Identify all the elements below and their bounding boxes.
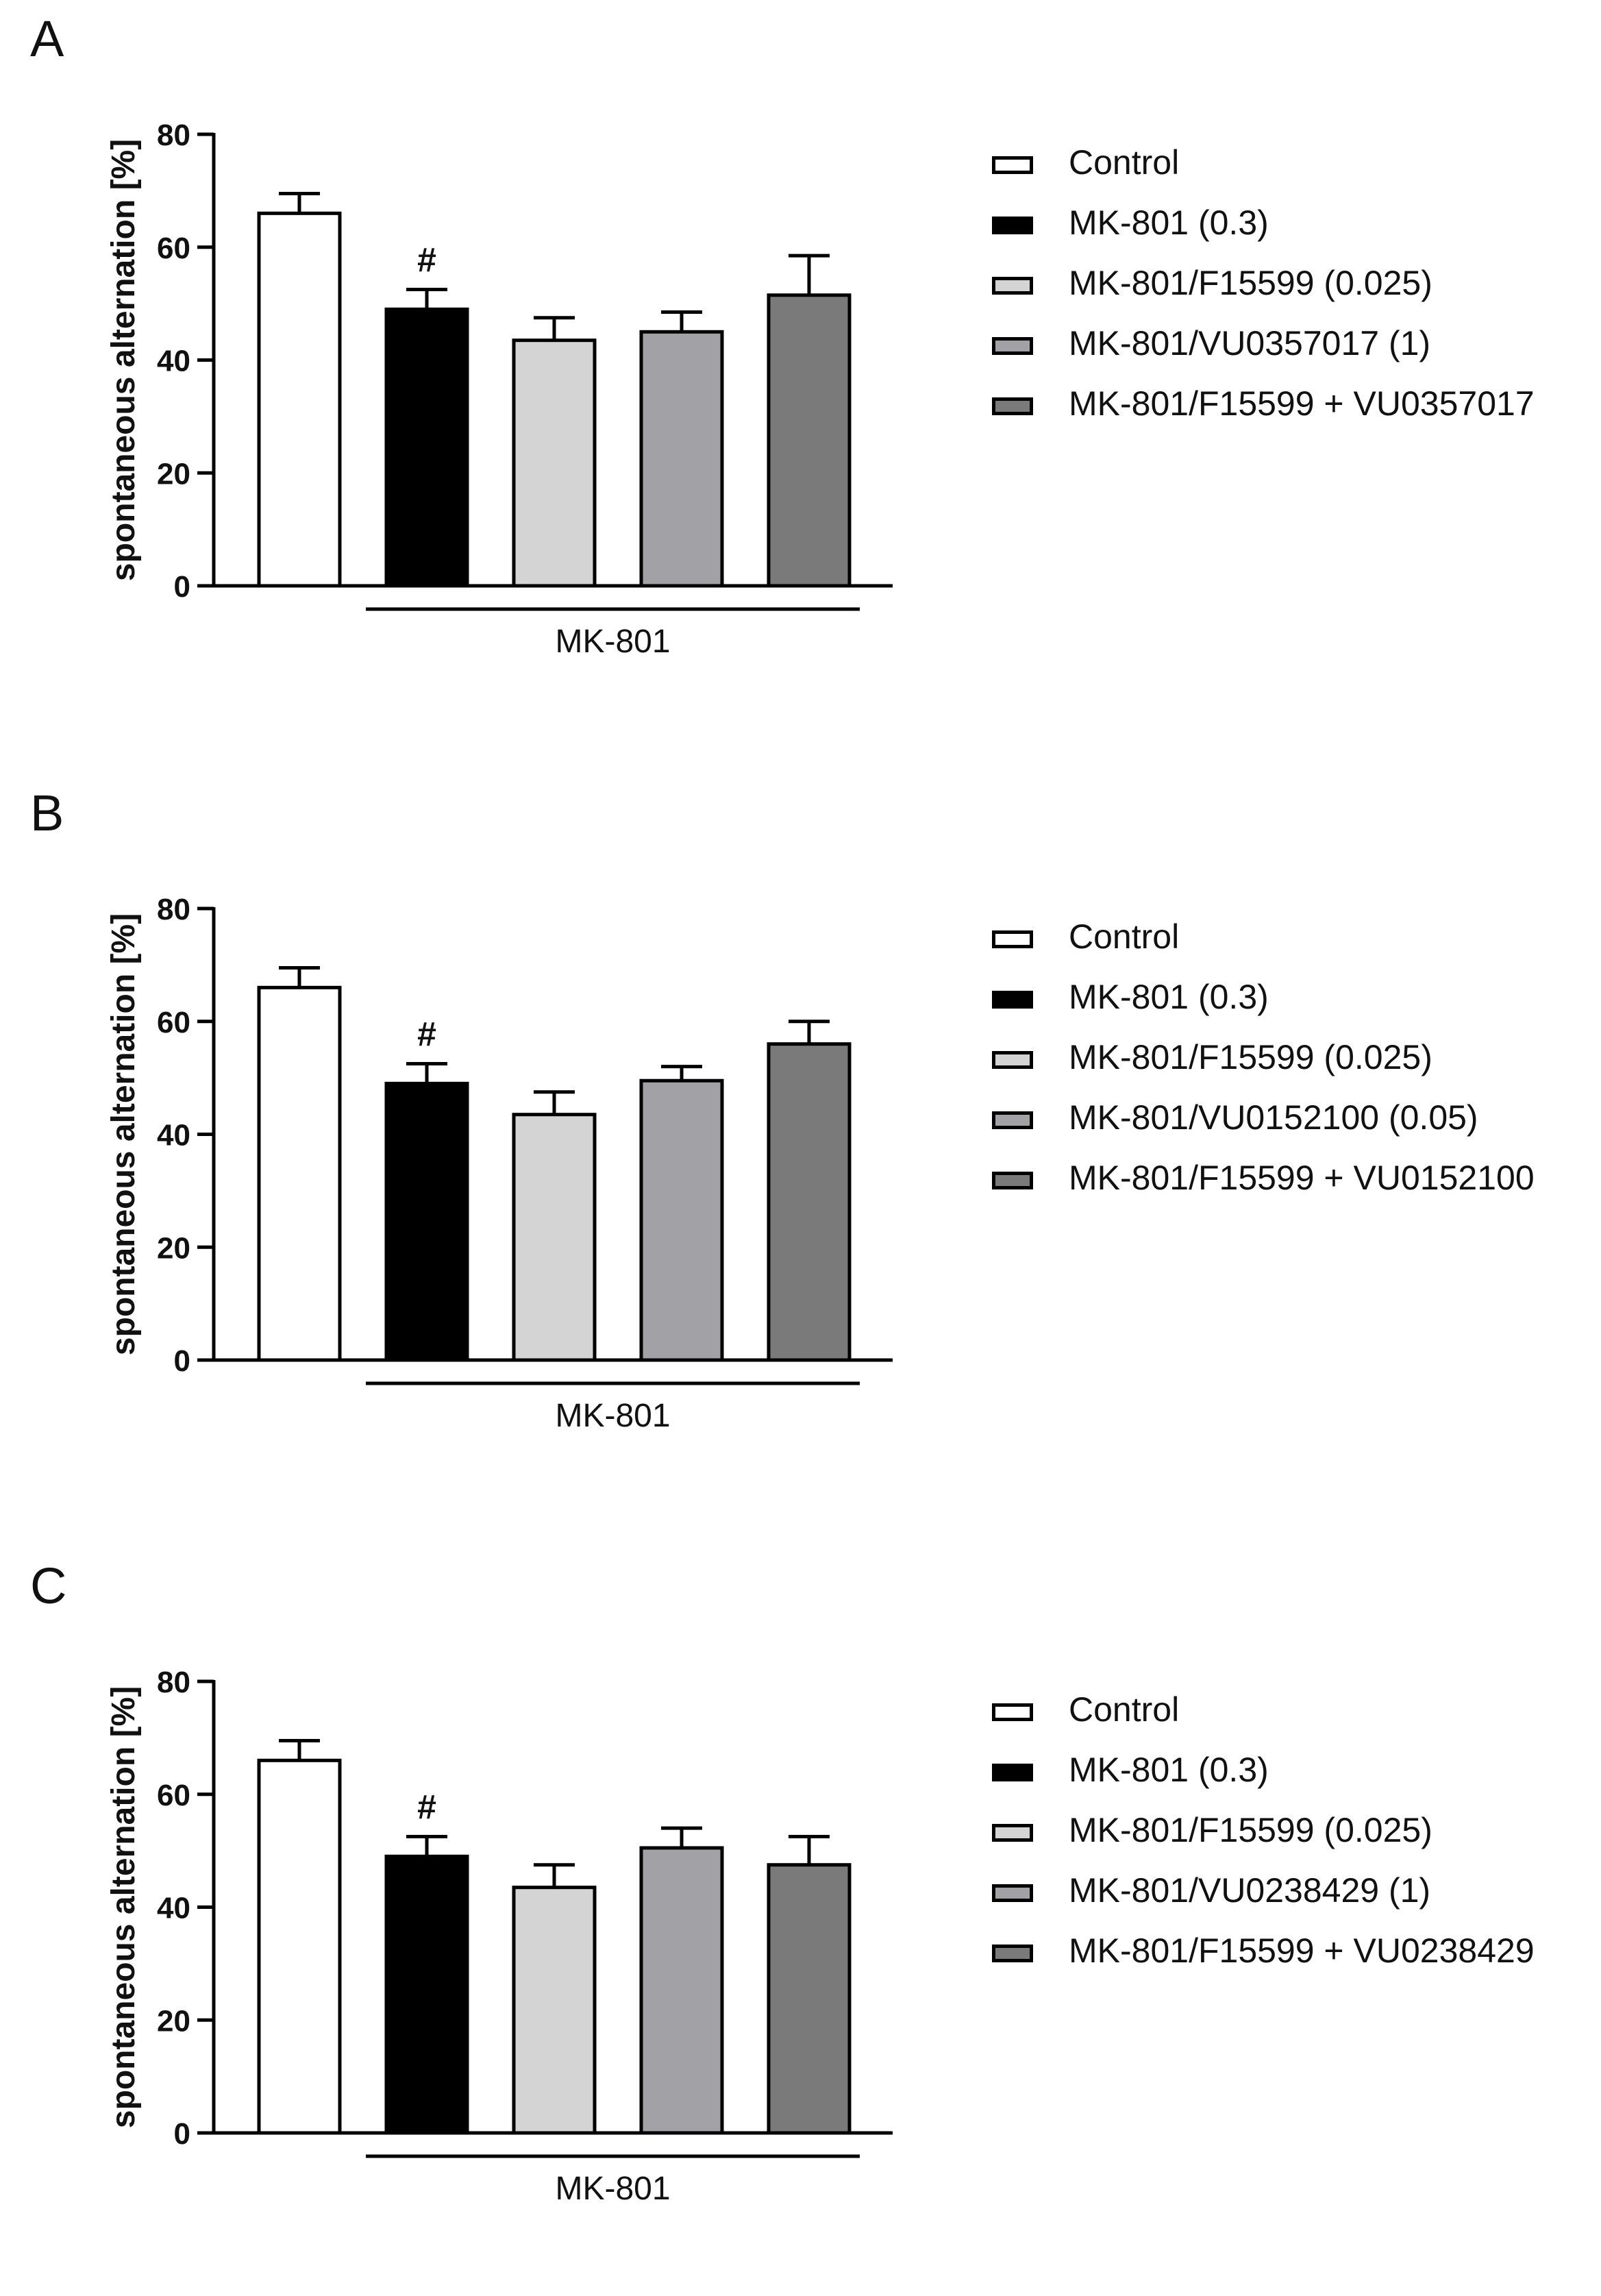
bar (767, 1042, 852, 1362)
legend-swatch (992, 930, 1033, 948)
y-tick-label: 60 (157, 232, 190, 265)
y-tick-label: 0 (174, 570, 190, 604)
y-tick-label: 20 (157, 457, 190, 491)
legend-swatch (992, 1884, 1033, 1902)
legend-swatch (992, 1172, 1033, 1189)
legend-swatch (992, 1824, 1033, 1842)
legend-label: MK-801/F15599 + VU0357017 (1069, 384, 1535, 423)
legend-label: MK-801/F15599 (0.025) (1069, 1038, 1432, 1076)
y-tick-label: 20 (157, 1231, 190, 1265)
bar (384, 1854, 469, 2135)
legend-swatch (992, 217, 1033, 234)
legend-label: MK-801 (0.3) (1069, 1751, 1269, 1789)
bar (512, 338, 597, 588)
legend-label: MK-801/VU0238429 (1) (1069, 1871, 1431, 1910)
bar (512, 1113, 597, 1362)
legend-swatch (992, 277, 1033, 295)
panel-letter: B (30, 785, 64, 841)
legend-label: MK-801/F15599 + VU0152100 (1069, 1159, 1535, 1197)
legend-swatch (992, 1051, 1033, 1069)
legend-swatch (992, 1764, 1033, 1781)
panel-letter: A (30, 10, 64, 67)
legend-label: MK-801/VU0357017 (1) (1069, 324, 1431, 362)
significance-label: # (417, 241, 436, 280)
panel-letter: C (30, 1557, 67, 1614)
y-axis-title: spontaneous alternation [%] (106, 139, 142, 581)
bar (767, 293, 852, 588)
bar (257, 211, 342, 588)
legend-swatch (992, 397, 1033, 415)
y-axis-title: spontaneous alternation [%] (106, 913, 142, 1355)
legend-swatch (992, 1945, 1033, 1962)
legend-swatch (992, 156, 1033, 174)
y-tick-label: 80 (157, 893, 190, 926)
legend-label: Control (1069, 143, 1180, 182)
legend-label: Control (1069, 1690, 1180, 1729)
bar (384, 307, 469, 588)
bar (639, 1078, 724, 1362)
legend-label: MK-801 (0.3) (1069, 978, 1269, 1016)
group-label: MK-801 (555, 1398, 670, 1434)
bar (384, 1081, 469, 1362)
y-axis-title: spontaneous alternation [%] (106, 1686, 142, 2128)
bar-chart: #0 20 40 60 80 spontaneous alternation [%] MK-… (106, 1666, 893, 2207)
y-tick-label: 80 (157, 1666, 190, 1699)
bar-chart: #0 20 40 60 80 spontaneous alternation [%] MK-… (106, 119, 893, 660)
bar (512, 1886, 597, 2135)
group-label: MK-801 (555, 624, 670, 660)
legend-label: MK-801/VU0152100 (0.05) (1069, 1098, 1478, 1137)
y-tick-label: 80 (157, 119, 190, 152)
bar (639, 1846, 724, 2135)
y-tick-label: 60 (157, 1779, 190, 1812)
y-tick-label: 40 (157, 1892, 190, 1925)
bar (257, 985, 342, 1362)
y-tick-label: 20 (157, 2004, 190, 2038)
legend-swatch (992, 1703, 1033, 1721)
group-label: MK-801 (555, 2171, 670, 2207)
legend-swatch (992, 1111, 1033, 1129)
legend-label: Control (1069, 917, 1180, 956)
legend-label: MK-801/F15599 (0.025) (1069, 264, 1432, 302)
panel-c: C #0 20 40 60 80 spontaneous alternation [%] M… (0, 1547, 1601, 2296)
legend-label: MK-801/F15599 + VU0238429 (1069, 1931, 1535, 1970)
bar (257, 1758, 342, 2135)
panel-b: B #0 20 40 60 80 spontaneous alternation [%] M… (0, 774, 1601, 1523)
bar (767, 1863, 852, 2135)
legend-label: MK-801 (0.3) (1069, 203, 1269, 242)
panel-a: A #0 20 40 60 80 spontaneous alternation [%] M… (0, 0, 1601, 749)
significance-label: # (417, 1788, 436, 1827)
bar (639, 330, 724, 588)
y-tick-label: 0 (174, 1344, 190, 1378)
bar-chart: #0 20 40 60 80 spontaneous alternation [%] MK-… (106, 893, 893, 1434)
y-tick-label: 60 (157, 1006, 190, 1039)
significance-label: # (417, 1015, 436, 1054)
legend-swatch (992, 337, 1033, 355)
y-tick-label: 40 (157, 345, 190, 378)
legend-swatch (992, 991, 1033, 1009)
y-tick-label: 0 (174, 2117, 190, 2151)
y-tick-label: 40 (157, 1119, 190, 1152)
legend-label: MK-801/F15599 (0.025) (1069, 1811, 1432, 1849)
